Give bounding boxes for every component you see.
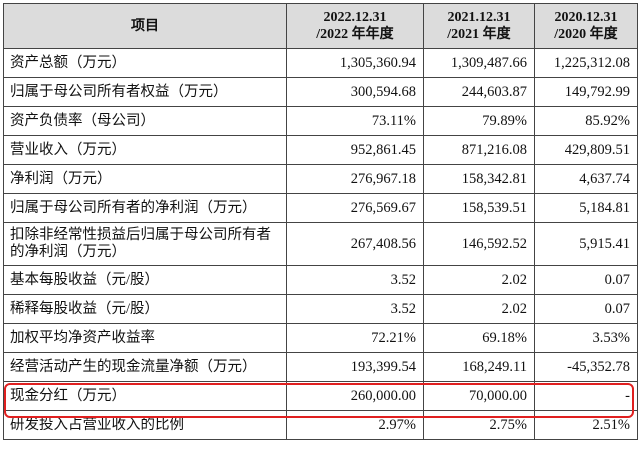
- table-row-cash-dividend: 现金分红（万元） 260,000.00 70,000.00 -: [3, 381, 638, 411]
- value-2020: 4,637.74: [534, 164, 638, 194]
- row-label: 加权平均净资产收益率: [3, 323, 287, 353]
- row-label: 资产负债率（母公司）: [3, 106, 287, 136]
- value-2022: 300,594.68: [286, 77, 424, 107]
- value-2022: 72.21%: [286, 323, 424, 353]
- value-2022: 2.97%: [286, 410, 424, 440]
- value-2020: -: [534, 381, 638, 411]
- row-label: 扣除非经常性损益后归属于母公司所有者的净利润（万元）: [3, 222, 287, 266]
- row-label: 资产总额（万元）: [3, 48, 287, 78]
- value-2022: 952,861.45: [286, 135, 424, 165]
- value-2022: 276,569.67: [286, 193, 424, 223]
- value-2020: 5,184.81: [534, 193, 638, 223]
- row-label: 研发投入占营业收入的比例: [3, 410, 287, 440]
- value-2021: 70,000.00: [423, 381, 535, 411]
- value-2020: 3.53%: [534, 323, 638, 353]
- table-row-net-profit: 净利润（万元） 276,967.18 158,342.81 4,637.74: [3, 164, 638, 194]
- table-row-parent-net-profit: 归属于母公司所有者的净利润（万元） 276,569.67 158,539.51 …: [3, 193, 638, 223]
- value-2020: 2.51%: [534, 410, 638, 440]
- value-2022: 1,305,360.94: [286, 48, 424, 78]
- table-row-roe: 加权平均净资产收益率 72.21% 69.18% 3.53%: [3, 323, 638, 353]
- row-label: 净利润（万元）: [3, 164, 287, 194]
- value-2020: 1,225,312.08: [534, 48, 638, 78]
- value-2021: 158,342.81: [423, 164, 535, 194]
- row-label: 归属于母公司所有者的净利润（万元）: [3, 193, 287, 223]
- value-2021: 2.02: [423, 294, 535, 324]
- table-row-parent-equity: 归属于母公司所有者权益（万元） 300,594.68 244,603.87 14…: [3, 77, 638, 107]
- row-label: 基本每股收益（元/股）: [3, 265, 287, 295]
- value-2021: 871,216.08: [423, 135, 535, 165]
- row-label: 归属于母公司所有者权益（万元）: [3, 77, 287, 107]
- value-2022: 3.52: [286, 294, 424, 324]
- value-2020: -45,352.78: [534, 352, 638, 382]
- header-2020: 2020.12.31 /2020 年度: [534, 3, 638, 49]
- header-2021: 2021.12.31 /2021 年度: [423, 3, 535, 49]
- table-row-debt-ratio: 资产负债率（母公司） 73.11% 79.89% 85.92%: [3, 106, 638, 136]
- header-2022: 2022.12.31 /2022 年年度: [286, 3, 424, 49]
- table-row-revenue: 营业收入（万元） 952,861.45 871,216.08 429,809.5…: [3, 135, 638, 165]
- table-row-total-assets: 资产总额（万元） 1,305,360.94 1,309,487.66 1,225…: [3, 48, 638, 78]
- row-label: 现金分红（万元）: [3, 381, 287, 411]
- table-row-operating-cash-flow: 经营活动产生的现金流量净额（万元） 193,399.54 168,249.11 …: [3, 352, 638, 382]
- table-row-rd-ratio: 研发投入占营业收入的比例 2.97% 2.75% 2.51%: [3, 410, 638, 440]
- value-2020: 5,915.41: [534, 222, 638, 266]
- value-2020: 0.07: [534, 265, 638, 295]
- value-2021: 168,249.11: [423, 352, 535, 382]
- table-row-adjusted-net-profit: 扣除非经常性损益后归属于母公司所有者的净利润（万元） 267,408.56 14…: [3, 222, 638, 266]
- table-header-row: 项目 2022.12.31 /2022 年年度 2021.12.31 /2021…: [3, 3, 638, 49]
- value-2022: 73.11%: [286, 106, 424, 136]
- header-item: 项目: [3, 3, 287, 49]
- value-2021: 158,539.51: [423, 193, 535, 223]
- value-2020: 429,809.51: [534, 135, 638, 165]
- value-2021: 2.02: [423, 265, 535, 295]
- row-label: 营业收入（万元）: [3, 135, 287, 165]
- value-2021: 79.89%: [423, 106, 535, 136]
- row-label: 稀释每股收益（元/股）: [3, 294, 287, 324]
- value-2020: 149,792.99: [534, 77, 638, 107]
- value-2021: 146,592.52: [423, 222, 535, 266]
- value-2020: 85.92%: [534, 106, 638, 136]
- value-2022: 3.52: [286, 265, 424, 295]
- value-2022: 267,408.56: [286, 222, 424, 266]
- table-row-diluted-eps: 稀释每股收益（元/股） 3.52 2.02 0.07: [3, 294, 638, 324]
- value-2021: 2.75%: [423, 410, 535, 440]
- value-2022: 193,399.54: [286, 352, 424, 382]
- value-2021: 244,603.87: [423, 77, 535, 107]
- value-2021: 1,309,487.66: [423, 48, 535, 78]
- table-row-basic-eps: 基本每股收益（元/股） 3.52 2.02 0.07: [3, 265, 638, 295]
- financial-summary-table: 项目 2022.12.31 /2022 年年度 2021.12.31 /2021…: [3, 3, 638, 440]
- row-label: 经营活动产生的现金流量净额（万元）: [3, 352, 287, 382]
- value-2022: 260,000.00: [286, 381, 424, 411]
- value-2021: 69.18%: [423, 323, 535, 353]
- value-2020: 0.07: [534, 294, 638, 324]
- value-2022: 276,967.18: [286, 164, 424, 194]
